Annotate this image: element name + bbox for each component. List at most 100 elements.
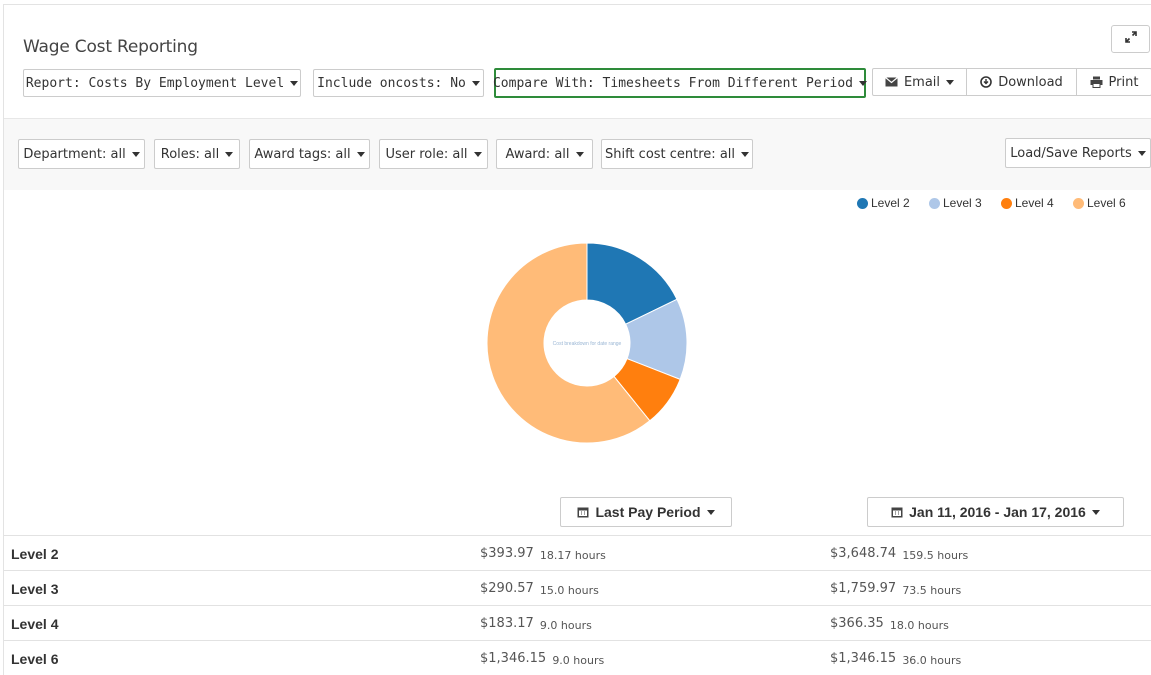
roles-filter-label: Roles: all: [160, 146, 220, 162]
report-type-dropdown[interactable]: Report: Costs By Employment Level: [23, 69, 301, 97]
chevron-down-icon: [471, 80, 480, 86]
period-right-cell: $1,346.15 36.0 hours: [830, 651, 962, 667]
pie-slice-level-2[interactable]: [586, 242, 678, 325]
table-row: Level 2 $393.97 18.17 hours $3,648.74 15…: [4, 535, 1151, 570]
chevron-down-icon: [473, 151, 482, 157]
download-icon: [980, 76, 992, 88]
table-row: Level 4 $183.17 9.0 hours $366.35 18.0 h…: [4, 605, 1151, 640]
load-save-reports-label: Load/Save Reports: [1010, 145, 1132, 161]
chevron-down-icon: [946, 79, 955, 85]
period-left-cell: $393.97 18.17 hours: [480, 546, 606, 562]
email-button[interactable]: Email: [872, 68, 967, 96]
row-label: Level 2: [11, 546, 59, 562]
award-filter[interactable]: Award: all: [496, 139, 593, 169]
user-role-filter[interactable]: User role: all: [379, 139, 488, 169]
legend-item-level-4[interactable]: Level 4: [1001, 196, 1054, 210]
chevron-down-icon: [706, 509, 715, 515]
row-label: Level 3: [11, 581, 59, 597]
compare-with-label: Compare With: Timesheets From Different …: [492, 75, 854, 91]
legend-label: Level 4: [1015, 196, 1054, 210]
award-filter-label: Award: all: [505, 146, 570, 162]
export-button-group: Email Download Print: [872, 68, 1151, 96]
chevron-down-icon: [290, 80, 299, 86]
table-row: Level 6 $1,346.15 9.0 hours $1,346.15 36…: [4, 640, 1151, 675]
chevron-down-icon: [1091, 509, 1100, 515]
period-right-cell: $3,648.74 159.5 hours: [830, 546, 969, 562]
hours-value: 18.0 hours: [889, 619, 949, 632]
expand-button[interactable]: [1111, 25, 1150, 53]
chevron-down-icon: [356, 151, 365, 157]
chevron-down-icon: [575, 151, 584, 157]
row-label: Level 4: [11, 616, 59, 632]
expand-icon: [1124, 30, 1137, 48]
hours-value: 9.0 hours: [552, 654, 605, 667]
chart-center-label: Cost breakdown for date range: [553, 341, 622, 347]
row-label: Level 6: [11, 651, 59, 667]
user-role-filter-label: User role: all: [385, 146, 468, 162]
table-row: Level 3 $290.57 15.0 hours $1,759.97 73.…: [4, 570, 1151, 605]
report-type-label: Report: Costs By Employment Level: [25, 75, 285, 91]
report-panel: [3, 4, 1151, 675]
include-oncosts-dropdown[interactable]: Include oncosts: No: [313, 69, 484, 97]
cost-value: $3,648.74: [830, 546, 897, 561]
legend-swatch: [1001, 197, 1012, 209]
legend-swatch: [1073, 197, 1084, 209]
hours-value: 18.17 hours: [539, 549, 606, 562]
chevron-down-icon: [741, 151, 750, 157]
period-right-label: Jan 11, 2016 - Jan 17, 2016: [909, 504, 1086, 520]
period-left-cell: $183.17 9.0 hours: [480, 616, 592, 632]
date-range-dropdown[interactable]: Jan 11, 2016 - Jan 17, 2016: [867, 497, 1124, 527]
period-right-cell: $366.35 18.0 hours: [830, 616, 949, 632]
load-save-reports-dropdown[interactable]: Load/Save Reports: [1005, 138, 1151, 168]
legend-label: Level 6: [1087, 196, 1126, 210]
award-tags-filter[interactable]: Award tags: all: [249, 139, 370, 169]
envelope-icon: [885, 77, 898, 87]
chevron-down-icon: [1137, 150, 1146, 156]
legend-swatch: [929, 197, 940, 209]
download-button[interactable]: Download: [966, 68, 1077, 96]
legend-item-level-2[interactable]: Level 2: [857, 196, 910, 210]
print-button[interactable]: Print: [1076, 68, 1151, 96]
department-filter[interactable]: Department: all: [18, 139, 145, 169]
legend-label: Level 3: [943, 196, 982, 210]
period-left-cell: $1,346.15 9.0 hours: [480, 651, 605, 667]
cost-value: $1,346.15: [830, 651, 897, 666]
cost-value: $366.35: [830, 616, 884, 631]
cost-value: $1,759.97: [830, 581, 897, 596]
shift-cost-centre-filter[interactable]: Shift cost centre: all: [601, 139, 753, 169]
cost-value: $1,346.15: [480, 651, 547, 666]
cost-value: $393.97: [480, 546, 534, 561]
legend-item-level-3[interactable]: Level 3: [929, 196, 982, 210]
email-label: Email: [903, 74, 941, 90]
include-oncosts-label: Include oncosts: No: [317, 75, 466, 91]
period-left-label: Last Pay Period: [595, 504, 701, 520]
pie-slice-level-6[interactable]: [486, 242, 651, 444]
chevron-down-icon: [131, 151, 140, 157]
hours-value: 159.5 hours: [902, 549, 969, 562]
legend-swatch: [857, 197, 868, 209]
legend-label: Level 2: [871, 196, 910, 210]
department-filter-label: Department: all: [23, 146, 126, 162]
print-label: Print: [1108, 74, 1139, 90]
legend-item-level-6[interactable]: Level 6: [1073, 196, 1126, 210]
compare-with-dropdown[interactable]: Compare With: Timesheets From Different …: [492, 68, 868, 98]
cost-table: Level 2 $393.97 18.17 hours $3,648.74 15…: [4, 535, 1151, 675]
period-left-cell: $290.57 15.0 hours: [480, 581, 599, 597]
cost-value: $183.17: [480, 616, 534, 631]
chevron-down-icon: [859, 80, 868, 86]
calendar-icon: [577, 506, 589, 518]
hours-value: 9.0 hours: [539, 619, 592, 632]
cost-donut-chart: Cost breakdown for date range: [486, 242, 688, 444]
roles-filter[interactable]: Roles: all: [154, 139, 240, 169]
award-tags-filter-label: Award tags: all: [254, 146, 351, 162]
hours-value: 36.0 hours: [902, 654, 962, 667]
hours-value: 73.5 hours: [902, 584, 962, 597]
download-label: Download: [998, 74, 1063, 90]
last-pay-period-dropdown[interactable]: Last Pay Period: [560, 497, 732, 527]
calendar-icon: [891, 506, 903, 518]
page-title: Wage Cost Reporting: [23, 37, 198, 57]
cost-value: $290.57: [480, 581, 534, 596]
printer-icon: [1090, 76, 1103, 88]
hours-value: 15.0 hours: [539, 584, 599, 597]
chevron-down-icon: [225, 151, 234, 157]
